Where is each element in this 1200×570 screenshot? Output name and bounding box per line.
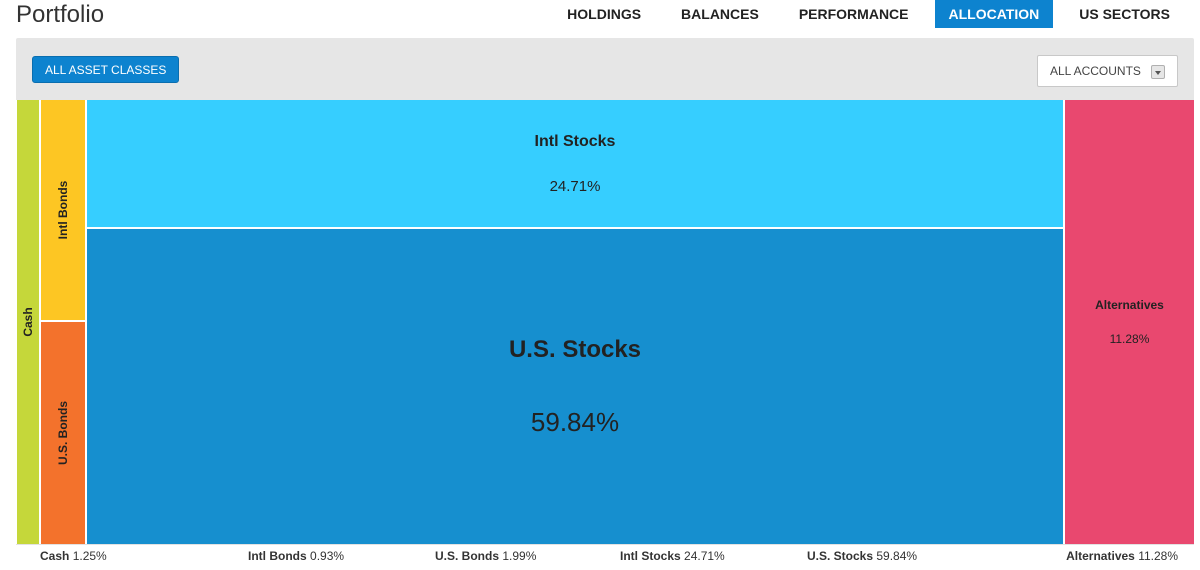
tab-us-sectors[interactable]: US SECTORS [1079, 6, 1170, 22]
legend-us-bonds-label: U.S. Bonds [435, 549, 500, 563]
legend-cash-value: 1.25% [72, 549, 107, 563]
tile-intl-bonds[interactable]: Intl Bonds [41, 100, 85, 320]
tile-us-bonds-label: U.S. Bonds [56, 400, 70, 466]
legend-cash-label: Cash [40, 549, 70, 563]
tab-performance[interactable]: PERFORMANCE [798, 6, 909, 22]
allocation-treemap: Cash Intl Bonds U.S. Bonds Intl Stocks 2… [16, 100, 1194, 544]
tab-holdings[interactable]: HOLDINGS [567, 6, 642, 22]
tile-cash-label: Cash [21, 307, 35, 337]
tile-cash[interactable]: Cash [17, 100, 39, 544]
filter-bar: ALL ASSET CLASSES ALL ACCOUNTS [16, 38, 1194, 100]
tab-allocation[interactable]: ALLOCATION [934, 0, 1054, 28]
view-tabs: HOLDINGS BALANCES PERFORMANCE ALLOCATION… [547, 0, 1190, 28]
legend-us-stocks-value: 59.84% [876, 549, 918, 563]
legend-alternatives-label: Alternatives [1066, 549, 1135, 563]
tile-alternatives[interactable]: Alternatives 11.28% [1065, 100, 1194, 544]
legend-item-intl-stocks: Intl Stocks 24.71% [620, 549, 725, 563]
tile-intl-stocks-label: Intl Stocks [534, 133, 616, 150]
tile-us-stocks-label: U.S. Stocks [508, 336, 642, 363]
legend-item-us-bonds: U.S. Bonds 1.99% [435, 549, 536, 563]
legend-alternatives-value: 11.28% [1138, 549, 1178, 563]
legend-item-intl-bonds: Intl Bonds 0.93% [248, 549, 344, 563]
all-asset-classes-button[interactable]: ALL ASSET CLASSES [32, 56, 180, 83]
tile-us-stocks-value: 59.84% [530, 407, 620, 437]
legend-intl-stocks-value: 24.71% [684, 549, 725, 563]
tile-intl-stocks[interactable]: Intl Stocks 24.71% [87, 100, 1063, 227]
tile-us-bonds[interactable]: U.S. Bonds [41, 322, 85, 544]
tile-intl-stocks-value: 24.71% [549, 178, 601, 195]
dropdown-arrow-icon[interactable] [1151, 65, 1165, 79]
legend-intl-bonds-label: Intl Bonds [248, 549, 307, 563]
allocation-legend: Cash 1.25% Intl Bonds 0.93% U.S. Bonds 1… [16, 544, 1194, 566]
legend-item-cash: Cash 1.25% [40, 549, 107, 563]
legend-intl-stocks-label: Intl Stocks [620, 549, 681, 563]
accounts-select[interactable]: ALL ACCOUNTS [1037, 55, 1178, 87]
tile-alternatives-value: 11.28% [1109, 332, 1150, 346]
page-title: Portfolio [16, 1, 105, 28]
accounts-select-value: ALL ACCOUNTS [1050, 64, 1141, 78]
tab-balances[interactable]: BALANCES [681, 6, 759, 22]
tile-alternatives-label: Alternatives [1095, 298, 1164, 312]
tile-us-stocks[interactable]: U.S. Stocks 59.84% [87, 229, 1063, 544]
legend-item-us-stocks: U.S. Stocks 59.84% [807, 549, 917, 563]
legend-us-stocks-label: U.S. Stocks [807, 549, 874, 563]
legend-us-bonds-value: 1.99% [502, 549, 537, 563]
tile-intl-bonds-label: Intl Bonds [56, 180, 70, 240]
legend-item-alternatives: Alternatives 11.28% [1066, 549, 1178, 563]
legend-intl-bonds-value: 0.93% [310, 549, 345, 563]
